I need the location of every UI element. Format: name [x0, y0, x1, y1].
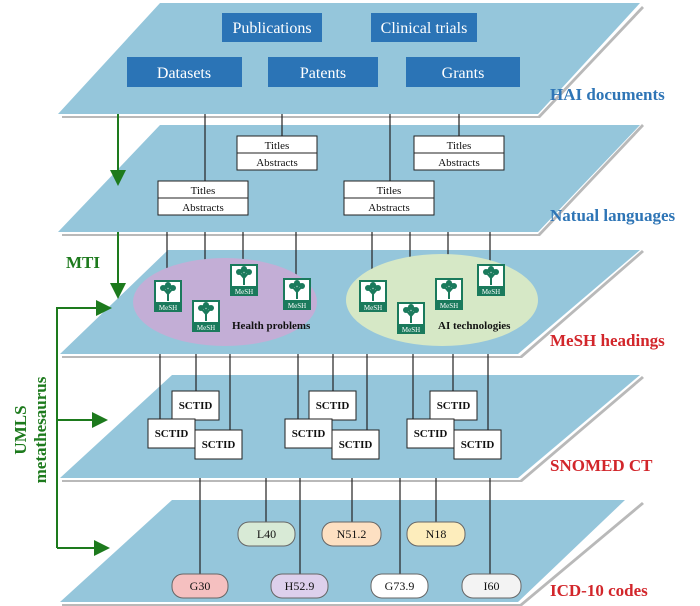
svg-text:Titles: Titles — [265, 140, 290, 152]
text-field-box: Titles Abstracts — [157, 180, 249, 216]
svg-text:Patents: Patents — [300, 65, 346, 82]
svg-text:Clinical trials: Clinical trials — [381, 20, 468, 37]
layer-label-mesh: MeSH headings — [550, 331, 665, 350]
mesh-icon-label: MeSH — [402, 326, 420, 334]
mesh-icon: MeSH — [192, 300, 220, 332]
natural-language-fields: Titles Abstracts Titles Abstracts Titles Ab… — [157, 135, 676, 225]
icd-code-n51-2: N51.2 — [321, 521, 382, 547]
svg-text:SCTID: SCTID — [155, 428, 189, 440]
svg-text:Abstracts: Abstracts — [368, 202, 410, 214]
svg-text:Datasets: Datasets — [157, 65, 211, 82]
group-label-ai-technologies: AI technologies — [438, 320, 511, 332]
sctid-box: SCTID — [429, 390, 478, 421]
svg-text:SCTID: SCTID — [437, 400, 471, 412]
sctid-box: SCTID — [284, 418, 333, 449]
icd-code-g30: G30 — [171, 573, 229, 599]
doc-grants: Grants — [406, 57, 520, 87]
mesh-icon: MeSH — [397, 302, 425, 334]
svg-text:N51.2: N51.2 — [337, 527, 367, 541]
mesh-icon-label: MeSH — [197, 324, 215, 332]
mesh-icon-label: MeSH — [482, 288, 500, 296]
svg-text:SCTID: SCTID — [414, 428, 448, 440]
sctid-box: SCTID — [194, 429, 243, 460]
sctid-box: SCTID — [406, 418, 455, 449]
sctid-box: SCTID — [308, 390, 357, 421]
svg-text:Titles: Titles — [447, 140, 472, 152]
svg-text:Abstracts: Abstracts — [438, 157, 480, 169]
mesh-icon-label: MeSH — [364, 304, 382, 312]
mesh-icon-label: MeSH — [288, 302, 306, 310]
text-field-box: Titles Abstracts — [413, 135, 505, 171]
icd-code-l40: L40 — [237, 521, 296, 547]
arrow-right-icon — [56, 300, 112, 548]
icd-layer: ICD-10 codes L40 N51.2 N18 G30 H52.9 G73.9 I60 — [171, 521, 648, 600]
text-field-box: Titles Abstracts — [343, 180, 435, 216]
svg-text:SCTID: SCTID — [316, 400, 350, 412]
mesh-icon-label: MeSH — [235, 288, 253, 296]
umls-label: UMLS — [11, 405, 30, 454]
svg-text:SCTID: SCTID — [202, 439, 236, 451]
plane-icd-10 — [60, 500, 625, 602]
mesh-icon: MeSH — [154, 280, 182, 312]
mti-arrows: MTI — [66, 114, 126, 299]
svg-text:G30: G30 — [190, 579, 211, 593]
hai-documents: Publications Clinical trials Datasets Pa… — [127, 13, 665, 104]
svg-text:Titles: Titles — [191, 185, 216, 197]
svg-text:I60: I60 — [484, 579, 500, 593]
svg-text:H52.9: H52.9 — [285, 579, 315, 593]
layer-label-icd: ICD-10 codes — [550, 581, 648, 600]
svg-text:Titles: Titles — [377, 185, 402, 197]
sctid-box: SCTID — [147, 418, 196, 449]
sctid-box: SCTID — [331, 429, 380, 460]
svg-text:SCTID: SCTID — [179, 400, 213, 412]
svg-text:SCTID: SCTID — [461, 439, 495, 451]
mesh-layer: Health problems AI technologies MeSH MeSH… — [133, 254, 665, 350]
svg-text:SCTID: SCTID — [339, 439, 373, 451]
mesh-icon-label: MeSH — [440, 302, 458, 310]
mesh-icon: MeSH — [477, 264, 505, 296]
umls-arrows: UMLS metathesaurus — [11, 300, 112, 556]
mesh-icon: MeSH — [283, 278, 311, 310]
sctid-box: SCTID — [453, 429, 502, 460]
svg-text:L40: L40 — [257, 527, 276, 541]
mesh-icon: MeSH — [359, 280, 387, 312]
metathesaurus-label: metathesaurus — [31, 376, 50, 483]
svg-text:SCTID: SCTID — [292, 428, 326, 440]
svg-text:Abstracts: Abstracts — [256, 157, 298, 169]
sctid-box: SCTID — [171, 390, 220, 421]
icd-code-h52-9: H52.9 — [270, 573, 329, 599]
svg-text:Abstracts: Abstracts — [182, 202, 224, 214]
mesh-icon: MeSH — [435, 278, 463, 310]
icd-code-i60: I60 — [461, 573, 522, 599]
doc-datasets: Datasets — [127, 57, 242, 87]
svg-text:N18: N18 — [426, 527, 447, 541]
doc-publications: Publications — [222, 13, 322, 42]
icd-code-g73-9: G73.9 — [370, 573, 429, 599]
text-field-box: Titles Abstracts — [236, 135, 318, 171]
layer-label-snomed: SNOMED CT — [550, 456, 653, 475]
svg-text:G73.9: G73.9 — [385, 579, 415, 593]
doc-patents: Patents — [268, 57, 378, 87]
mesh-icon-label: MeSH — [159, 304, 177, 312]
mti-label: MTI — [66, 253, 100, 272]
doc-clinical-trials: Clinical trials — [371, 13, 477, 42]
layer-label-hai: HAI documents — [550, 85, 665, 104]
svg-text:Grants: Grants — [442, 65, 485, 82]
mesh-icon: MeSH — [230, 264, 258, 296]
svg-text:Publications: Publications — [232, 20, 311, 37]
group-label-health-problems: Health problems — [232, 320, 311, 332]
layer-label-natural: Natual languages — [550, 206, 676, 225]
icd-code-n18: N18 — [406, 521, 466, 547]
snomed-layer: SNOMED CT SCTID SCTID SCTID SCTID SCTID SCTID… — [147, 390, 653, 475]
